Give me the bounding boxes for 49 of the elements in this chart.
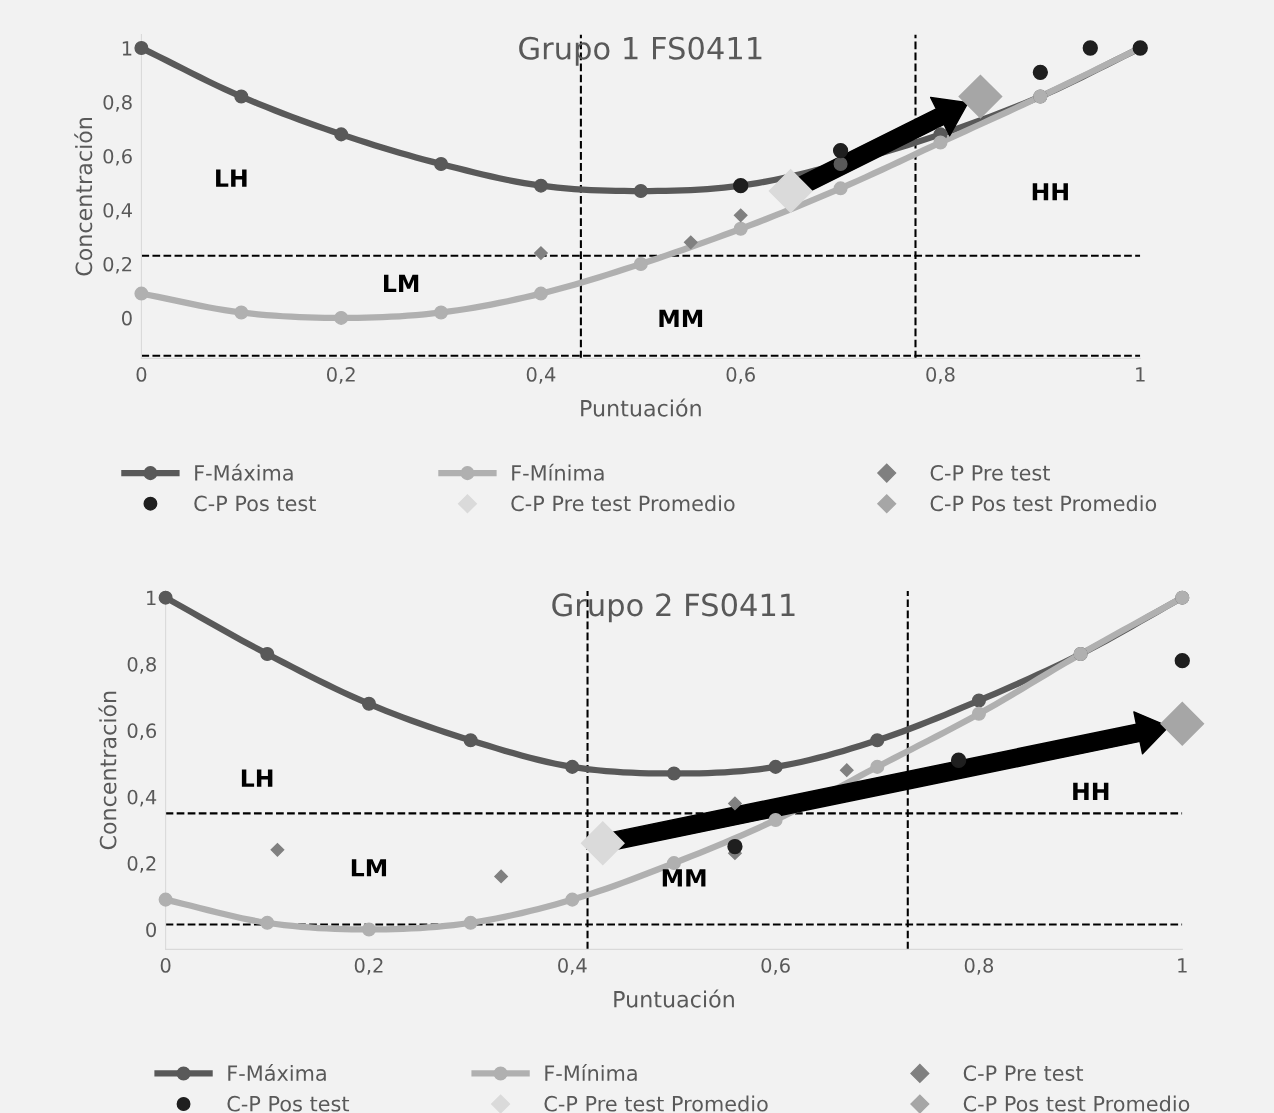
annotation: MM xyxy=(662,869,706,887)
y-tick-label: 0,8 xyxy=(103,94,132,112)
x-tick-label: 0,6 xyxy=(726,367,755,384)
y-axis-title: Concentración xyxy=(98,691,117,850)
y-tick-label: 0,6 xyxy=(103,148,132,166)
annotation: HH xyxy=(1032,183,1068,201)
annotation: HH xyxy=(1073,782,1109,801)
legend-label: F-Máxima xyxy=(195,463,293,481)
y-tick-label: 1 xyxy=(122,41,132,56)
x-tick-label: 0,4 xyxy=(526,367,556,384)
legend-label: C-P Pre test Promedio xyxy=(544,1095,768,1112)
y-tick-label: 0,8 xyxy=(127,656,156,674)
x-tick-label: 1 xyxy=(1178,958,1187,973)
y-axis-title: Concentración xyxy=(74,117,93,276)
legend-label: C-P Pos test Promedio xyxy=(963,1095,1190,1112)
chart-title: Grupo 2 FS0411 xyxy=(552,593,795,623)
annotation: LM xyxy=(351,859,387,877)
annotation: LM xyxy=(384,274,419,293)
legend-label: C-P Pos test Promedio xyxy=(930,495,1157,512)
x-tick-label: 0,2 xyxy=(354,958,383,975)
legend-label: C-P Pos test xyxy=(194,495,316,512)
chart-title: Grupo 1 FS0411 xyxy=(519,36,762,66)
legend-label: C-P Pos test xyxy=(227,1095,350,1112)
x-tick-label: 0 xyxy=(160,958,171,973)
legend-label: C-P Pre test xyxy=(963,1065,1084,1082)
y-tick-label: 0,2 xyxy=(103,256,132,274)
x-axis-title: Puntuación xyxy=(614,989,734,1008)
y-tick-label: 0,2 xyxy=(127,856,156,873)
legend-label: C-P Pre test Promedio xyxy=(511,495,735,512)
x-tick-label: 0,8 xyxy=(964,958,994,975)
x-tick-label: 0,4 xyxy=(558,958,587,975)
annotation: MM xyxy=(659,309,703,328)
y-tick-label: 0 xyxy=(146,922,156,938)
x-tick-label: 0,8 xyxy=(926,367,955,384)
y-tick-label: 0,4 xyxy=(103,202,132,220)
legend-label: F-Máxima xyxy=(228,1064,326,1082)
x-tick-label: 0,2 xyxy=(327,367,355,384)
y-tick-label: 0 xyxy=(121,310,132,326)
legend-label: F-Mínima xyxy=(545,1064,637,1082)
annotation: LH xyxy=(216,169,247,187)
y-tick-label: 0,4 xyxy=(127,789,157,807)
y-tick-label: 1 xyxy=(147,590,156,606)
x-axis-title: Puntuación xyxy=(581,398,701,417)
legend-label: C-P Pre test xyxy=(930,464,1050,481)
legend-label: F-Mínima xyxy=(512,463,604,481)
y-tick-label: 0,6 xyxy=(127,723,157,741)
x-tick-label: 0,6 xyxy=(761,958,790,975)
annotation: LH xyxy=(241,769,273,787)
x-tick-label: 1 xyxy=(1136,367,1145,382)
